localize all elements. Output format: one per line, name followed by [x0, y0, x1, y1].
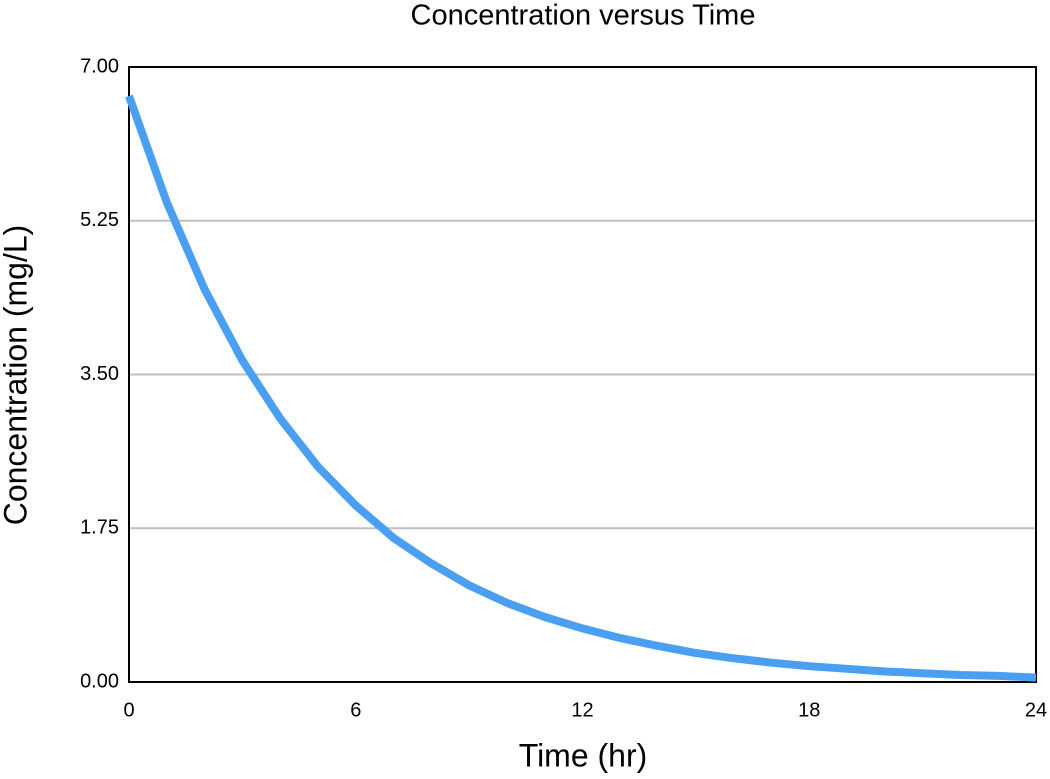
- x-tick-label: 6: [350, 699, 361, 721]
- plot-frame: [128, 66, 1037, 683]
- data-line: [125, 94, 1037, 682]
- y-tick-label: 1.75: [80, 517, 119, 539]
- x-tick-label: 0: [123, 699, 134, 721]
- chart-title: Concentration versus Time: [411, 0, 756, 32]
- x-tick-label: 12: [571, 699, 593, 721]
- y-tick-label: 5.25: [80, 209, 119, 231]
- y-tick-label: 3.50: [80, 363, 119, 385]
- x-tick-label: 18: [798, 699, 820, 721]
- y-tick-label: 0.00: [80, 670, 119, 692]
- y-tick-label: 7.00: [80, 55, 119, 77]
- x-tick-label: 24: [1025, 699, 1047, 721]
- x-axis-label: Time (hr): [519, 737, 648, 773]
- y-axis-label: Concentration (mg/L): [0, 225, 33, 526]
